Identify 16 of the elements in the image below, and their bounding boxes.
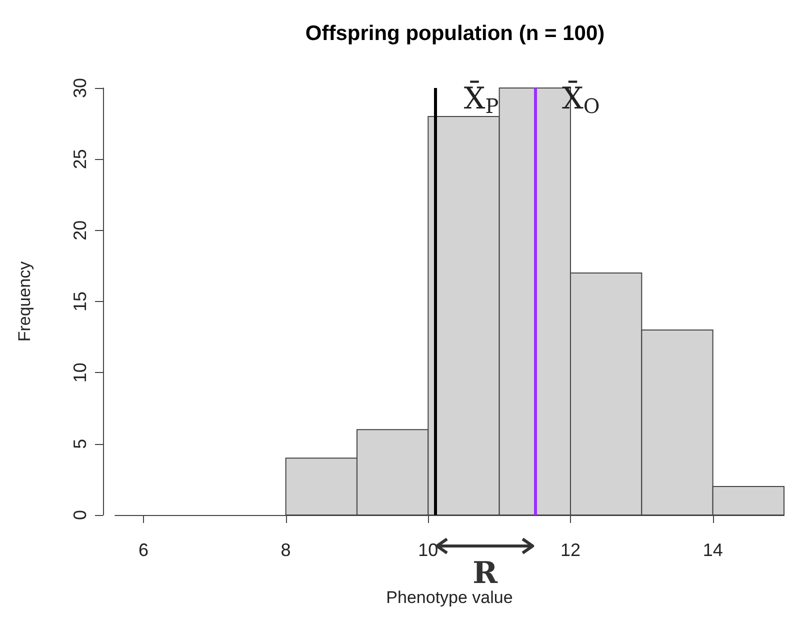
y-tick-label: 25 xyxy=(70,149,90,170)
x-tick-label: 14 xyxy=(702,540,723,560)
y-tick-label: 20 xyxy=(70,220,90,240)
y-tick-label: 30 xyxy=(70,78,90,98)
y-tick-label: 5 xyxy=(70,438,90,449)
x-tick-label: 6 xyxy=(138,540,148,560)
x-tick-label: 12 xyxy=(560,540,581,560)
chart-title: Offspring population (n = 100) xyxy=(305,22,605,45)
y-tick-label: 15 xyxy=(70,291,90,312)
x-tick-label: 8 xyxy=(280,540,291,560)
y-tick-label: 10 xyxy=(70,362,90,383)
text: R xyxy=(472,556,498,591)
y-axis-title: Frequency xyxy=(15,260,34,342)
x-tick-label: 10 xyxy=(418,540,438,560)
y-tick-label: 0 xyxy=(70,510,90,520)
x-axis-title: Phenotype value xyxy=(386,588,513,607)
